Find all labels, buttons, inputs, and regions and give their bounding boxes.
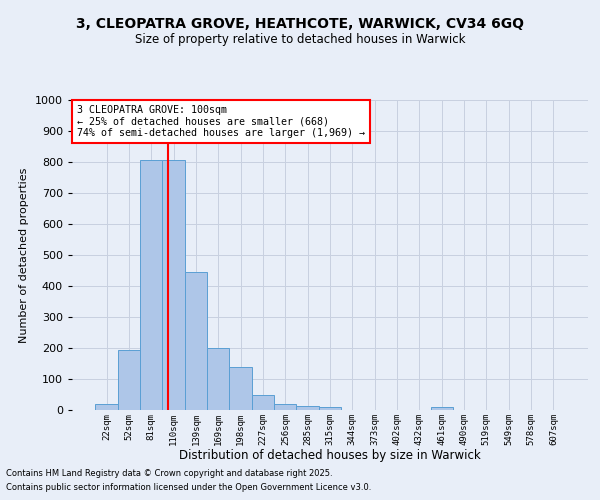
Text: 3 CLEOPATRA GROVE: 100sqm
← 25% of detached houses are smaller (668)
74% of semi: 3 CLEOPATRA GROVE: 100sqm ← 25% of detac… <box>77 104 365 138</box>
Bar <box>207 348 229 410</box>
Bar <box>319 407 341 410</box>
Y-axis label: Number of detached properties: Number of detached properties <box>19 168 29 342</box>
Text: Distribution of detached houses by size in Warwick: Distribution of detached houses by size … <box>179 448 481 462</box>
Text: Contains HM Land Registry data © Crown copyright and database right 2025.: Contains HM Land Registry data © Crown c… <box>6 468 332 477</box>
Bar <box>140 160 163 410</box>
Bar <box>185 272 207 410</box>
Bar <box>118 350 140 410</box>
Text: Contains public sector information licensed under the Open Government Licence v3: Contains public sector information licen… <box>6 484 371 492</box>
Text: 3, CLEOPATRA GROVE, HEATHCOTE, WARWICK, CV34 6GQ: 3, CLEOPATRA GROVE, HEATHCOTE, WARWICK, … <box>76 18 524 32</box>
Bar <box>431 407 453 410</box>
Bar <box>252 394 274 410</box>
Bar <box>163 160 185 410</box>
Bar <box>229 366 252 410</box>
Bar <box>296 406 319 410</box>
Bar <box>95 404 118 410</box>
Bar <box>274 404 296 410</box>
Text: Size of property relative to detached houses in Warwick: Size of property relative to detached ho… <box>135 32 465 46</box>
